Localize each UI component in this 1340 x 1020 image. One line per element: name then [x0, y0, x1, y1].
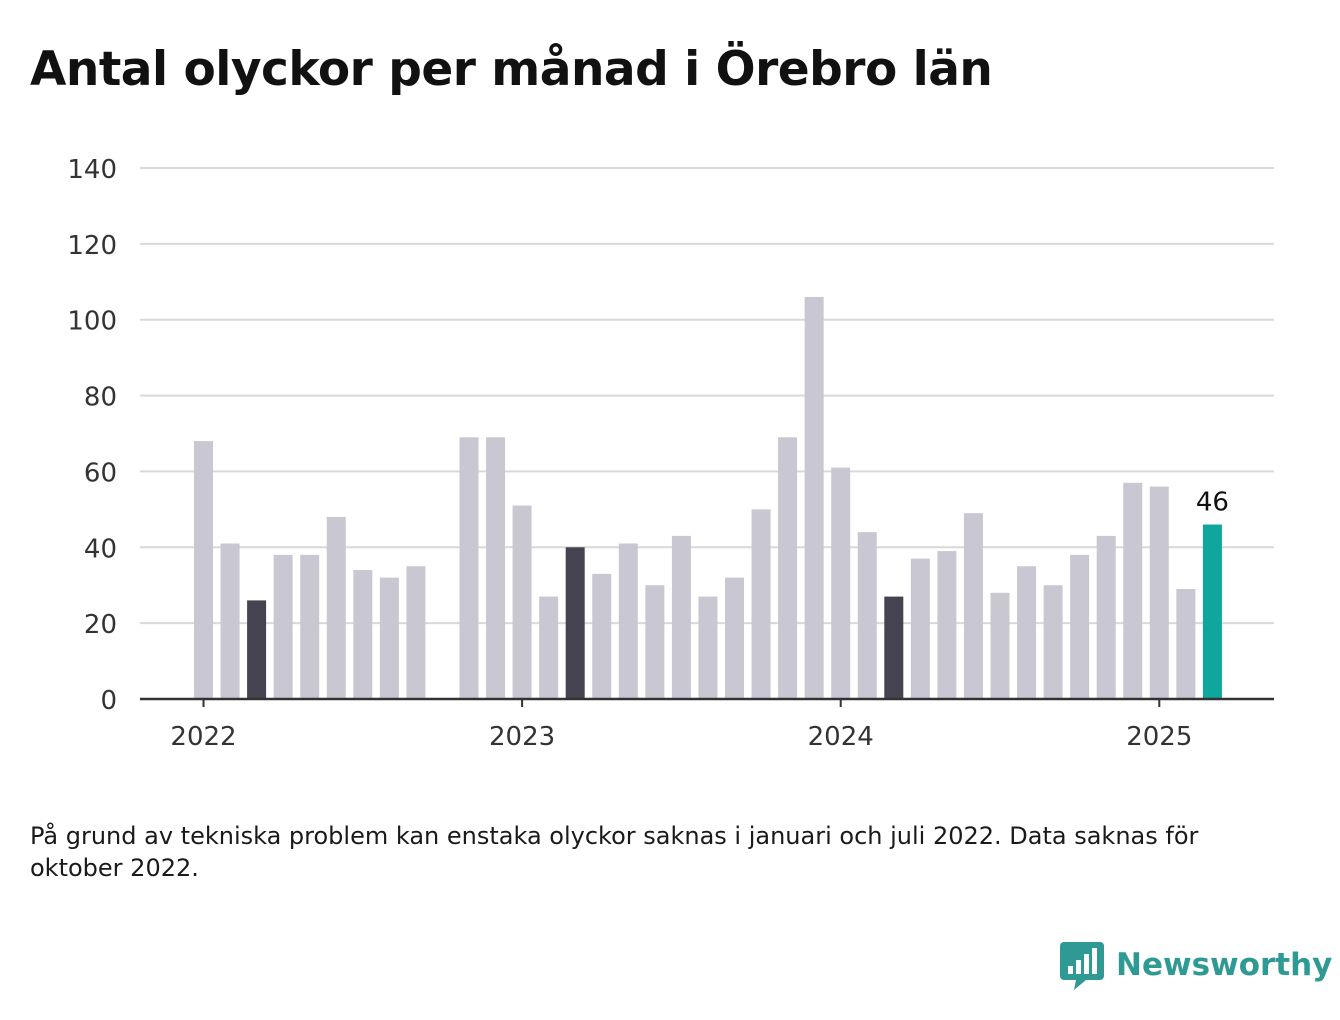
bar-2025-01[interactable]: [1149, 486, 1169, 699]
bar-2024-08[interactable]: [1017, 566, 1037, 699]
bar-2022-09[interactable]: [406, 566, 426, 699]
bar-2023-02[interactable]: [539, 596, 559, 699]
bar-2022-03[interactable]: [247, 600, 267, 699]
bar-2022-12[interactable]: [486, 437, 506, 699]
bar-2024-09[interactable]: [1043, 585, 1063, 699]
y-tick-label: 100: [67, 307, 117, 337]
bar-2022-07[interactable]: [353, 570, 373, 699]
bar-2023-09[interactable]: [725, 577, 744, 699]
data-labels: 46: [1196, 488, 1229, 518]
bar-2024-11[interactable]: [1096, 535, 1116, 699]
bar-2023-07[interactable]: [671, 535, 691, 699]
bar-2024-05[interactable]: [937, 551, 957, 699]
bar-2023-01[interactable]: [512, 505, 532, 699]
bar-2023-11[interactable]: [778, 437, 798, 699]
bar-2024-02[interactable]: [857, 532, 877, 699]
bar-2024-07[interactable]: [990, 592, 1010, 699]
bar-2024-10[interactable]: [1070, 554, 1090, 699]
last-value-label: 46: [1196, 488, 1229, 518]
bar-2023-08[interactable]: [698, 596, 718, 699]
y-tick-label: 40: [84, 534, 117, 564]
x-axis-tick-labels: 2022 2023 2024 2025: [170, 722, 1192, 752]
bar-2023-05[interactable]: [618, 543, 638, 699]
y-tick-label: 60: [84, 458, 117, 488]
bar-2023-04[interactable]: [592, 573, 612, 699]
footnote: På grund av tekniska problem kan enstaka…: [30, 822, 1199, 882]
x-tick-label: 2023: [489, 722, 555, 752]
y-tick-label: 80: [84, 383, 117, 413]
bar-2024-06[interactable]: [963, 513, 983, 699]
newsworthy-logo-icon: [1060, 942, 1104, 990]
x-axis: [140, 697, 1274, 707]
x-tick-label: 2025: [1126, 722, 1192, 752]
bar-2024-01[interactable]: [831, 467, 851, 699]
y-tick-label: 120: [67, 231, 117, 261]
bar-2022-11[interactable]: [459, 437, 479, 699]
bar-2023-12[interactable]: [804, 296, 824, 699]
y-axis-tick-labels: 0 20 40 60 80 100 120 140: [67, 155, 117, 716]
x-tick-label: 2022: [170, 722, 236, 752]
bar-2024-03[interactable]: [884, 596, 904, 699]
bar-2025-02[interactable]: [1176, 589, 1196, 699]
bar-chart: 0 20 40 60 80 100 120 140 2022 2023 2024 2025 46: [67, 155, 1274, 752]
bar-2022-08[interactable]: [379, 577, 399, 699]
bar-2022-01[interactable]: [194, 441, 213, 699]
bar-2025-03[interactable]: [1202, 524, 1222, 699]
chart-title: Antal olyckor per månad i Örebro län: [30, 42, 993, 97]
bar-2023-03[interactable]: [565, 547, 585, 699]
bar-2022-04[interactable]: [273, 554, 293, 699]
bar-2022-05[interactable]: [300, 554, 320, 699]
bar-2022-02[interactable]: [220, 543, 240, 699]
bar-2023-10[interactable]: [751, 509, 771, 699]
x-tick-label: 2024: [808, 722, 874, 752]
bar-2022-06[interactable]: [326, 516, 346, 699]
brand-name: Newsworthy: [1116, 947, 1333, 983]
bars: [194, 296, 1222, 699]
bar-2024-12[interactable]: [1123, 482, 1143, 699]
y-tick-label: 20: [84, 610, 117, 640]
newsworthy-logo[interactable]: Newsworthy: [1060, 938, 1332, 992]
bar-2023-06[interactable]: [645, 585, 665, 699]
y-tick-label: 0: [100, 686, 117, 716]
y-tick-label: 140: [67, 155, 117, 185]
bar-2024-04[interactable]: [910, 558, 930, 699]
